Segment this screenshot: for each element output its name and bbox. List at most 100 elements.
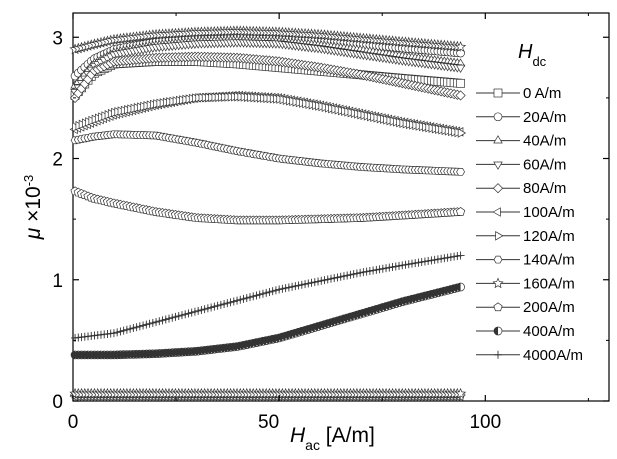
data-point xyxy=(317,276,326,285)
legend-marker xyxy=(493,255,503,264)
data-point xyxy=(184,309,193,318)
legend-label: 60A/m xyxy=(523,156,566,173)
data-point xyxy=(226,298,235,307)
x-axis-subscript: ac xyxy=(305,437,320,453)
data-point xyxy=(275,285,284,294)
data-point xyxy=(362,267,371,276)
data-point xyxy=(216,300,225,309)
x-axis-symbol: H xyxy=(290,424,306,447)
data-point xyxy=(356,268,365,277)
legend-label: 4000A/m xyxy=(523,347,583,364)
data-point xyxy=(145,319,154,328)
data-point xyxy=(155,317,164,326)
legend-marker xyxy=(492,207,501,217)
data-point xyxy=(333,273,342,282)
data-point xyxy=(454,387,467,399)
data-point xyxy=(401,260,410,269)
y-axis-symbol: μ xyxy=(22,227,45,240)
legend-label: 400A/m xyxy=(523,323,575,340)
data-point xyxy=(278,284,287,293)
data-point xyxy=(132,323,141,332)
legend: Hdc 0 A/m 20A/m 40A/m 60A/m 80A/m 100A/m 120A/… xyxy=(476,41,583,364)
legend-label: 0 A/m xyxy=(523,85,561,102)
data-point xyxy=(113,328,122,337)
data-point xyxy=(310,278,319,287)
data-point xyxy=(119,326,128,335)
legend-item: 140A/m xyxy=(476,252,575,269)
data-markers xyxy=(69,25,467,401)
y-axis-title: μ ×10-3 xyxy=(21,175,46,241)
y-axis-exponent: -3 xyxy=(21,175,36,187)
data-point xyxy=(220,300,229,309)
data-point xyxy=(271,286,280,295)
data-point xyxy=(148,318,157,327)
data-point xyxy=(453,252,462,261)
y-tick-label: 2 xyxy=(52,150,63,171)
legend-label: 200A/m xyxy=(523,299,575,316)
data-point xyxy=(301,280,310,289)
legend-item: 60A/m xyxy=(476,156,566,173)
data-point xyxy=(349,270,358,279)
legend-label: 20A/m xyxy=(523,109,566,126)
data-point xyxy=(213,301,222,310)
legend-marker xyxy=(493,112,503,122)
data-point xyxy=(291,282,300,291)
legend-item: 200A/m xyxy=(476,299,575,316)
data-point xyxy=(307,278,316,287)
data-point xyxy=(375,265,384,274)
data-point xyxy=(326,274,335,283)
legend-label: 40A/m xyxy=(523,133,566,150)
data-point xyxy=(297,280,306,289)
data-point xyxy=(424,256,433,265)
data-point xyxy=(455,90,466,101)
data-point xyxy=(142,320,151,329)
data-point xyxy=(450,252,459,261)
series-4000a-m xyxy=(71,251,465,342)
data-point xyxy=(116,327,125,336)
series-200a-m xyxy=(70,186,466,225)
data-point xyxy=(168,313,177,322)
data-point xyxy=(456,251,465,260)
legend-marker xyxy=(492,277,504,289)
legend-item: 160A/m xyxy=(476,275,575,292)
legend-marker xyxy=(493,302,503,312)
data-point xyxy=(454,41,467,52)
data-point xyxy=(284,283,293,292)
data-point xyxy=(359,268,368,277)
data-point xyxy=(456,78,465,88)
x-tick-label: 100 xyxy=(469,412,501,433)
data-point xyxy=(139,321,148,330)
data-point xyxy=(126,324,135,333)
data-point xyxy=(365,267,374,276)
legend-marker xyxy=(493,326,503,336)
data-point xyxy=(314,277,323,286)
data-point xyxy=(129,324,138,333)
data-point xyxy=(443,253,452,262)
data-point xyxy=(161,315,170,324)
x-axis-unit: [A/m] xyxy=(320,424,375,447)
data-point xyxy=(369,266,378,275)
data-point xyxy=(233,296,242,305)
data-point xyxy=(414,258,423,267)
data-point xyxy=(395,261,404,270)
data-point xyxy=(420,257,429,266)
legend-item: 40A/m xyxy=(476,133,566,150)
data-point xyxy=(417,258,426,267)
data-point xyxy=(200,305,209,314)
data-point xyxy=(388,263,397,272)
data-point xyxy=(181,310,190,319)
legend-marker xyxy=(493,161,503,170)
data-point xyxy=(457,128,467,138)
data-point xyxy=(258,289,267,298)
data-point xyxy=(304,279,313,288)
series-120a-m xyxy=(72,91,467,138)
data-point xyxy=(336,272,345,281)
data-point xyxy=(294,281,303,290)
data-point xyxy=(174,312,183,321)
data-point xyxy=(268,287,277,296)
plot-frame xyxy=(72,12,610,402)
data-point xyxy=(382,264,391,273)
series-140a-m xyxy=(70,130,465,176)
data-point xyxy=(385,263,394,272)
data-point xyxy=(437,254,446,263)
